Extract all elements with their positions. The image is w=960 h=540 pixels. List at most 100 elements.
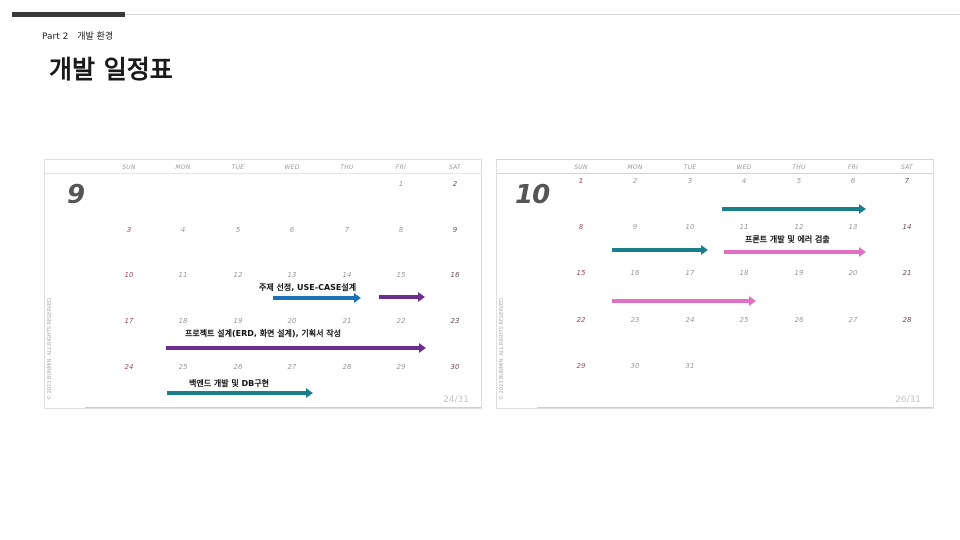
- calendar-day: 30: [450, 363, 460, 371]
- calendar-day: 5: [235, 226, 241, 234]
- calendar-day: 27: [287, 363, 297, 371]
- calendar-day: 1: [578, 177, 584, 185]
- calendar-day: 11: [739, 223, 749, 231]
- calendar-day: 8: [398, 226, 404, 234]
- weekday-sat: SAT: [900, 164, 914, 171]
- calendar-day: 25: [739, 316, 749, 324]
- calendar-day: 28: [902, 316, 912, 324]
- task-bar: [612, 296, 756, 306]
- breadcrumb-section: 개발 환경: [77, 32, 114, 42]
- task-bar: [724, 247, 866, 257]
- header-rule: [12, 14, 960, 15]
- calendar-day: 15: [396, 271, 406, 279]
- calendar-day: 10: [124, 271, 134, 279]
- weekday-divider: [497, 173, 933, 174]
- task-bar: [722, 204, 866, 214]
- calendar-day: 22: [396, 317, 406, 325]
- copyright-text: © 2023 BUNMIN. ALL RIGHTS RESERVED: [499, 297, 505, 400]
- calendar-day: 19: [233, 317, 243, 325]
- calendar-day: 14: [902, 223, 912, 231]
- weekday-wed: WED: [284, 164, 300, 171]
- calendar-day: 9: [632, 223, 638, 231]
- task-bar: [167, 388, 313, 398]
- breadcrumb-part: Part 2: [42, 32, 69, 42]
- calendar-day: 4: [180, 226, 186, 234]
- calendar-day: 13: [287, 271, 297, 279]
- calendar-day: 25: [178, 363, 188, 371]
- calendar-day: 26: [794, 316, 804, 324]
- calendar-day: 18: [178, 317, 188, 325]
- calendar-day: 4: [741, 177, 747, 185]
- task-label: 백엔드 개발 및 DB구현: [189, 379, 269, 388]
- calendar-day: 6: [850, 177, 856, 185]
- page-title: 개발 일정표: [49, 55, 173, 84]
- task-bar: [612, 245, 708, 255]
- calendar-day: 2: [452, 180, 458, 188]
- calendar-day: 17: [685, 269, 695, 277]
- weekday-wed: WED: [736, 164, 752, 171]
- calendar-day: 20: [287, 317, 297, 325]
- weekday-fri: FRI: [847, 164, 859, 171]
- weekday-mon: MON: [627, 164, 643, 171]
- weekday-tue: TUE: [683, 164, 697, 171]
- task-label: 주제 선정, USE-CASE설계: [259, 283, 357, 292]
- calendar-day: 7: [344, 226, 350, 234]
- calendar-day: 3: [126, 226, 132, 234]
- calendar-october: 10 © 2023 BUNMIN. ALL RIGHTS RESERVED 26…: [496, 159, 934, 409]
- header-accent-bar: [12, 12, 125, 17]
- task-bar: [273, 293, 361, 303]
- weekday-sat: SAT: [448, 164, 462, 171]
- month-number: 9: [67, 180, 85, 210]
- calendar-day: 20: [848, 269, 858, 277]
- calendar-day: 8: [578, 223, 584, 231]
- calendar-day: 11: [178, 271, 188, 279]
- weekday-fri: FRI: [395, 164, 407, 171]
- calendar-day: 2: [632, 177, 638, 185]
- copyright-text: © 2023 BUNMIN. ALL RIGHTS RESERVED: [47, 297, 53, 400]
- calendar-bottom-rule: [537, 407, 933, 408]
- calendar-day: 28: [342, 363, 352, 371]
- calendar-day: 17: [124, 317, 134, 325]
- month-number: 10: [515, 180, 550, 210]
- calendar-day: 15: [576, 269, 586, 277]
- task-bar: [166, 343, 426, 353]
- calendar-day: 31: [685, 362, 695, 370]
- calendar-day: 19: [794, 269, 804, 277]
- weekday-sun: SUN: [574, 164, 588, 171]
- calendar-bottom-rule: [85, 407, 481, 408]
- calendar-day: 24: [124, 363, 134, 371]
- calendar-day: 21: [902, 269, 912, 277]
- calendar-day: 5: [796, 177, 802, 185]
- calendar-day: 7: [904, 177, 910, 185]
- calendar-day: 24: [685, 316, 695, 324]
- calendar-day: 30: [630, 362, 640, 370]
- calendar-day: 23: [630, 316, 640, 324]
- calendar-day: 27: [848, 316, 858, 324]
- calendar-day: 16: [450, 271, 460, 279]
- weekday-tue: TUE: [231, 164, 245, 171]
- calendar-day: 26: [233, 363, 243, 371]
- calendar-september: 9 © 2023 BUNMIN. ALL RIGHTS RESERVED 24/…: [44, 159, 482, 409]
- calendar-day: 29: [396, 363, 406, 371]
- calendar-day: 12: [233, 271, 243, 279]
- calendar-day: 6: [289, 226, 295, 234]
- calendar-day: 9: [452, 226, 458, 234]
- weekday-divider: [45, 173, 481, 174]
- calendar-day: 10: [685, 223, 695, 231]
- calendar-day: 23: [450, 317, 460, 325]
- calendar-day: 18: [739, 269, 749, 277]
- calendar-day: 29: [576, 362, 586, 370]
- task-label: 프로젝트 설계(ERD, 화면 설계), 기획서 작성: [185, 329, 341, 338]
- page-number: 26/31: [895, 395, 921, 405]
- calendar-day: 12: [794, 223, 804, 231]
- breadcrumb: Part 2 개발 환경: [42, 29, 113, 42]
- weekday-mon: MON: [175, 164, 191, 171]
- calendar-day: 14: [342, 271, 352, 279]
- calendar-day: 1: [398, 180, 404, 188]
- weekday-sun: SUN: [122, 164, 136, 171]
- calendar-day: 22: [576, 316, 586, 324]
- calendar-day: 16: [630, 269, 640, 277]
- task-label: 프론트 개발 및 에러 검출: [745, 235, 830, 244]
- calendar-day: 13: [848, 223, 858, 231]
- calendar-day: 3: [687, 177, 693, 185]
